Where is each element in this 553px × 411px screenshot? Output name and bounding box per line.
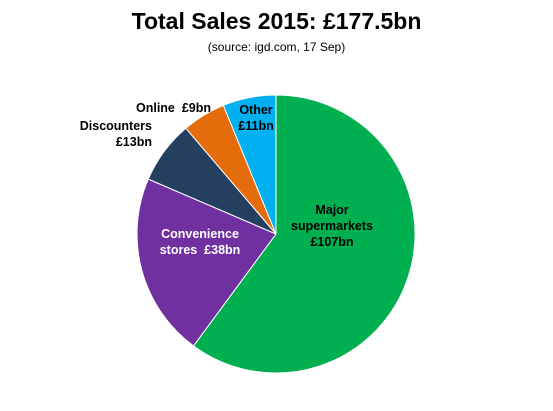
pie-slice <box>222 94 277 235</box>
slice-label: Other £11bn <box>238 103 273 133</box>
chart-subtitle: (source: igd.com, 17 Sep) <box>207 40 346 54</box>
slice-label: Discounters £13bn <box>80 119 152 149</box>
pie-slice <box>192 94 416 374</box>
pie-slice <box>136 178 277 347</box>
slice-label: Convenience stores £38bn <box>160 227 241 257</box>
chart-title: Total Sales 2015: £177.5bn <box>131 8 422 34</box>
slice-label: Online £9bn <box>136 101 211 115</box>
slice-label: Major supermarkets £107bn <box>291 203 373 249</box>
